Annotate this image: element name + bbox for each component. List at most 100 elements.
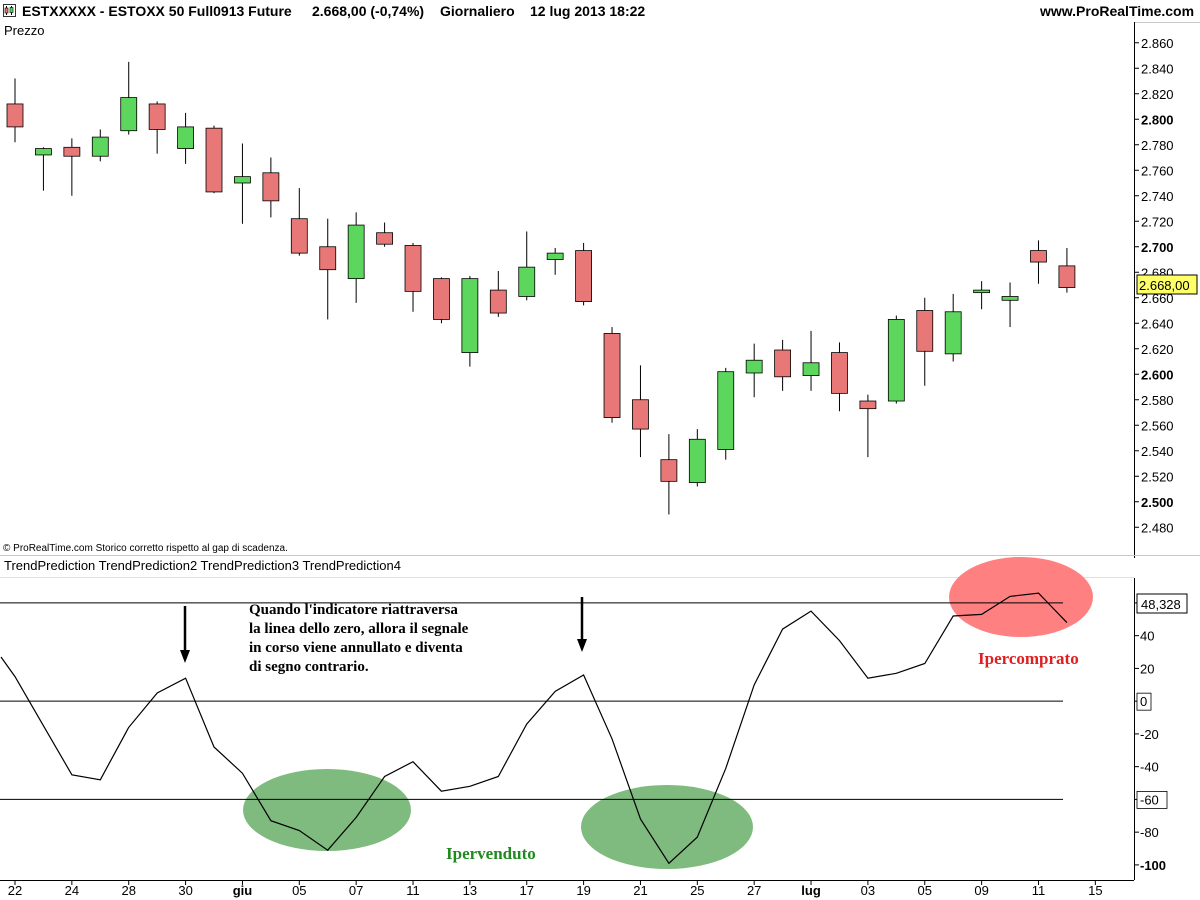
x-tick-label: 09 — [974, 883, 988, 898]
candle[interactable] — [120, 61, 138, 135]
indicator-tick-label: -20 — [1140, 727, 1159, 742]
price-tick-label: 2.560 — [1141, 418, 1174, 433]
candle[interactable] — [234, 143, 251, 224]
candle-body-down — [489, 289, 507, 314]
candle[interactable] — [376, 222, 393, 247]
price-tick-label: 2.760 — [1141, 163, 1174, 178]
candle[interactable] — [347, 212, 365, 303]
candle-body-down — [660, 459, 678, 482]
candle[interactable] — [802, 330, 820, 391]
candle[interactable] — [290, 188, 308, 256]
price-tick-label: 2.520 — [1141, 469, 1174, 484]
price-tick-label: 2.500 — [1141, 495, 1174, 510]
candle[interactable] — [433, 277, 450, 324]
candle[interactable] — [1058, 248, 1076, 293]
price-tick-label: 2.620 — [1141, 342, 1174, 357]
date-time: 12 lug 2013 18:22 — [530, 3, 646, 19]
indicator-tick-box — [1136, 791, 1168, 809]
candle[interactable] — [6, 78, 24, 143]
down-arrow-icon — [577, 597, 587, 652]
candle[interactable] — [63, 138, 81, 196]
candle-body-down — [433, 278, 450, 320]
annotation-line: Quando l'indicatore riattraversa — [249, 602, 458, 618]
candle[interactable] — [916, 297, 934, 386]
candle-body-up — [177, 126, 194, 149]
candle-body-up — [944, 311, 962, 355]
indicator-line — [0, 592, 1068, 865]
candle[interactable] — [177, 112, 194, 164]
annotation-line: di segno contrario. — [249, 659, 369, 675]
x-tick-label: 27 — [747, 883, 761, 898]
candle[interactable] — [35, 147, 52, 191]
price-tick-label: 2.540 — [1141, 444, 1174, 459]
candle[interactable] — [859, 394, 877, 458]
price-tick-label: 2.720 — [1141, 214, 1174, 229]
oversold-label: Ipervenduto — [446, 844, 536, 863]
candle[interactable] — [745, 343, 763, 398]
price-tick-label: 2.820 — [1141, 87, 1174, 102]
candle[interactable] — [660, 434, 678, 515]
candle-body-down — [404, 245, 422, 292]
last-price-label: 2.668,00 — [1139, 278, 1190, 293]
x-tick-label: 03 — [861, 883, 875, 898]
candle[interactable] — [944, 293, 962, 362]
candle[interactable] — [887, 315, 905, 404]
last-indicator-label: 48,328 — [1141, 597, 1181, 612]
candle[interactable] — [1001, 282, 1019, 328]
x-tick-label: 11 — [1032, 883, 1046, 898]
candle[interactable] — [831, 342, 848, 412]
annotation-line: in corso viene annullato e diventa — [249, 640, 463, 656]
indicator-tick-label: -40 — [1140, 760, 1159, 775]
indicator-panel-label: TrendPrediction TrendPrediction2 TrendPr… — [4, 558, 401, 573]
x-tick-label: 19 — [576, 883, 590, 898]
price-tick-label: 2.780 — [1141, 138, 1174, 153]
annotation-text: Quando l'indicatore riattraversa la line… — [249, 602, 469, 675]
candle-body-down — [319, 246, 337, 271]
candle[interactable] — [148, 101, 166, 154]
candle-body-down — [63, 146, 81, 157]
candle[interactable] — [774, 339, 792, 391]
indicator-tick-label: 40 — [1140, 629, 1154, 644]
last-indicator-badge: 48,328 — [1136, 593, 1188, 614]
x-tick-label: 24 — [65, 883, 79, 898]
indicator-axis: 6040200-20-40-60-80-100 — [1134, 596, 1168, 873]
candle[interactable] — [632, 365, 649, 458]
candle-body-down — [774, 349, 792, 378]
x-tick-label: 21 — [633, 883, 647, 898]
candle-body-up — [518, 266, 536, 297]
candle[interactable] — [91, 129, 109, 162]
candle-body-up — [347, 224, 365, 280]
price-tick-label: 2.800 — [1141, 112, 1174, 127]
x-tick-label: 05 — [292, 883, 306, 898]
candle-body-down — [1030, 250, 1047, 263]
indicator-tick-label: 0 — [1140, 694, 1147, 709]
price-panel[interactable]: Prezzo © ProRealTime.com Storico corrett… — [0, 22, 1200, 880]
candle-body-up — [745, 359, 763, 374]
candle[interactable] — [717, 367, 735, 460]
candle[interactable] — [461, 276, 479, 367]
candle[interactable] — [518, 231, 536, 301]
candle[interactable] — [1030, 240, 1047, 284]
x-tick-label: 25 — [690, 883, 704, 898]
indicator-tick-box — [1136, 692, 1152, 711]
candle[interactable] — [546, 248, 564, 275]
candle[interactable] — [575, 242, 592, 306]
candle[interactable] — [688, 429, 706, 487]
price-panel-label: Prezzo — [4, 23, 44, 38]
candle-body-down — [1058, 265, 1076, 288]
site-link[interactable]: www.ProRealTime.com — [1040, 3, 1195, 19]
x-tick-label: 05 — [918, 883, 932, 898]
candle[interactable] — [603, 327, 621, 423]
candle-body-down — [376, 232, 393, 245]
candle[interactable] — [489, 270, 507, 317]
indicator-panel[interactable]: TrendPrediction TrendPrediction2 TrendPr… — [0, 557, 1200, 873]
candle[interactable] — [262, 157, 280, 218]
candle[interactable] — [319, 218, 337, 320]
candle[interactable] — [404, 242, 422, 312]
candle[interactable] — [973, 281, 991, 310]
instrument-title: ESTXXXXX - ESTOXX 50 Full0913 Future — [22, 3, 292, 19]
price-tick-label: 2.600 — [1141, 367, 1174, 382]
price-panel-footer: © ProRealTime.com Storico corretto rispe… — [3, 543, 288, 554]
candle[interactable] — [205, 125, 223, 194]
